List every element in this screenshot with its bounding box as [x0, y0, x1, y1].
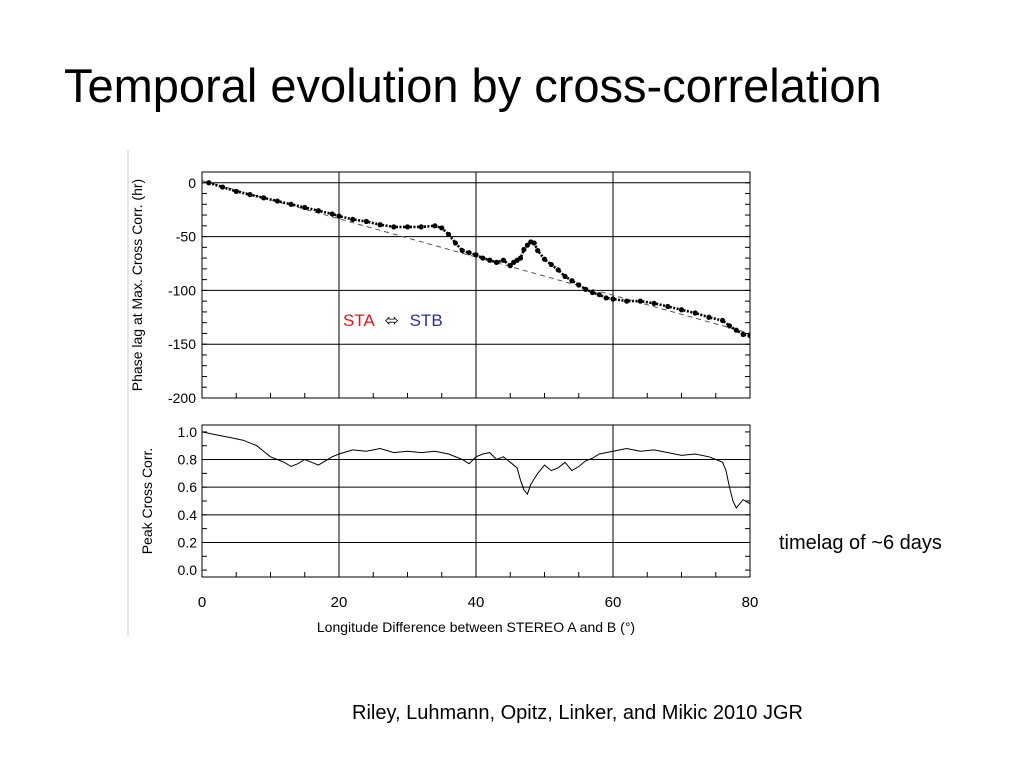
- bottom-y-tick-label: 0.2: [178, 534, 198, 550]
- top-y-tick-label: -200: [168, 390, 196, 406]
- citation: Riley, Luhmann, Opitz, Linker, and Mikic…: [352, 702, 803, 724]
- x-tick-label: 80: [742, 594, 759, 611]
- sta-stb-annotation: STA ⬄ STB: [343, 311, 443, 330]
- bottom-y-tick-label: 0.8: [178, 452, 198, 468]
- bottom-y-tick-label: 0.0: [178, 562, 198, 578]
- annotation-sta: STA: [343, 311, 375, 330]
- phase-lag-series: [206, 180, 750, 339]
- bottom-y-tick-labels: 1.0 0.8 0.6 0.4 0.2 0.0: [178, 424, 198, 578]
- top-y-axis-label: Phase lag at Max. Cross Corr. (hr): [129, 179, 145, 391]
- bottom-panel-grid: [201, 393, 751, 577]
- bottom-panel-frame: [201, 424, 751, 578]
- bottom-y-tick-label: 0.6: [178, 479, 198, 495]
- peak-cross-corr-series: [202, 431, 750, 509]
- bottom-y-axis-label: Peak Cross Corr.: [139, 448, 155, 555]
- peak-cross-corr-line: [202, 431, 750, 509]
- annotation-arrow: ⬄: [385, 311, 399, 330]
- bottom-y-tick-label: 1.0: [178, 424, 198, 440]
- slide-title: Temporal evolution by cross-correlation: [64, 59, 882, 112]
- x-tick-label: 20: [331, 594, 348, 611]
- annotation-stb: STB: [410, 311, 443, 330]
- top-y-tick-label: -100: [168, 282, 196, 298]
- x-tick-label: 0: [198, 594, 206, 611]
- top-y-tick-label: 0: [188, 175, 196, 191]
- x-tick-labels: 0 20 40 60 80: [198, 594, 759, 611]
- timelag-note: timelag of ~6 days: [779, 532, 942, 554]
- top-y-tick-labels: 0 -50 -100 -150 -200: [168, 175, 196, 406]
- phase-lag-track: [208, 181, 750, 337]
- x-tick-label: 40: [468, 594, 485, 611]
- top-panel-grid: [202, 171, 750, 399]
- top-y-tick-label: -150: [168, 336, 196, 352]
- x-axis-label: Longitude Difference between STEREO A an…: [317, 619, 635, 635]
- top-y-tick-label: -50: [176, 229, 196, 245]
- x-tick-label: 60: [605, 594, 622, 611]
- bottom-y-tick-label: 0.4: [178, 507, 198, 523]
